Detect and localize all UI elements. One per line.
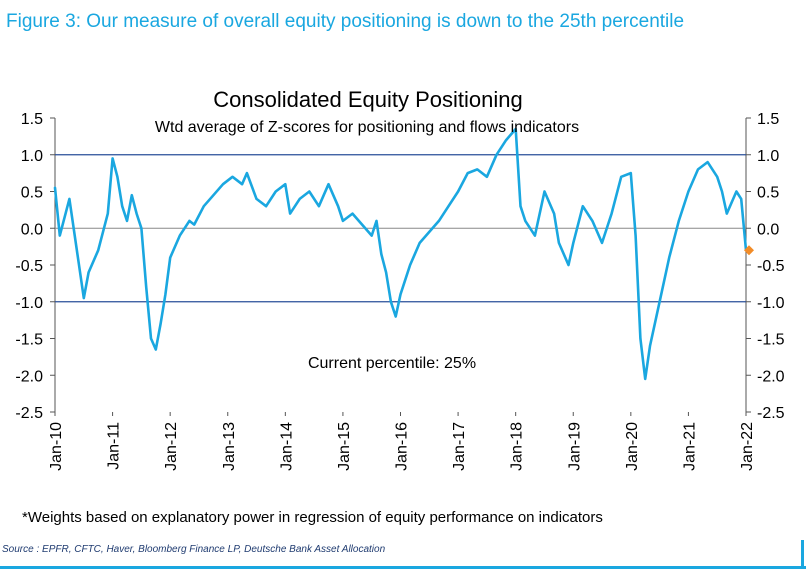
y-tick-label-left: -0.5 <box>15 258 43 275</box>
series-layer <box>53 127 754 381</box>
source-note: Source : EPFR, CFTC, Haver, Bloomberg Fi… <box>2 544 386 555</box>
bottom-divider <box>0 566 806 569</box>
reference-lines <box>55 154 746 303</box>
y-tick-label-left: 0.0 <box>21 221 43 238</box>
y-tick-label-left: -2.5 <box>15 405 43 422</box>
axes-layer <box>50 117 751 416</box>
right-divider <box>801 540 804 568</box>
y-tick-label-right: -2.5 <box>757 405 785 422</box>
x-tick-label: Jan-14 <box>278 422 295 471</box>
x-tick-label: Jan-11 <box>106 422 123 470</box>
footnote: *Weights based on explanatory power in r… <box>22 509 603 526</box>
x-tick-label: Jan-20 <box>624 422 641 471</box>
y-tick-label-right: -0.5 <box>757 258 785 275</box>
x-tick-label: Jan-18 <box>509 422 526 471</box>
y-tick-label-right: -1.5 <box>757 332 785 349</box>
x-tick-label: Jan-22 <box>739 422 756 471</box>
y-tick-label-right: 1.5 <box>757 111 779 128</box>
y-tick-label-left: -2.0 <box>15 368 43 385</box>
x-tick-label: Jan-19 <box>566 422 583 471</box>
y-tick-label-left: 0.5 <box>21 185 43 202</box>
chart-subtitle: Wtd average of Z-scores for positioning … <box>155 119 579 136</box>
current-value-marker <box>744 245 754 256</box>
percentile-annotation: Current percentile: 25% <box>308 355 476 372</box>
x-tick-label: Jan-10 <box>48 422 65 471</box>
x-tick-label: Jan-13 <box>221 422 238 471</box>
y-tick-label-right: 0.0 <box>757 221 779 238</box>
x-tick-label: Jan-12 <box>163 422 180 471</box>
y-tick-label-left: 1.5 <box>21 111 43 128</box>
y-tick-label-right: 0.5 <box>757 185 779 202</box>
equity-positioning-chart: 1.5 1.5 1.0 1.0 0.5 0.5 0.0 0.0 -0.5 -0.5 -1.0 -1.0… <box>15 87 784 471</box>
y-tick-label-right: -1.0 <box>757 295 785 312</box>
x-tick-label: Jan-21 <box>681 422 698 471</box>
y-tick-label-left: 1.0 <box>21 148 43 165</box>
positioning-series-line <box>53 127 748 381</box>
label-layer: 1.5 1.5 1.0 1.0 0.5 0.5 0.0 0.0 -0.5 -0.5 -1.0 -1.0… <box>15 87 784 471</box>
y-tick-label-right: -2.0 <box>757 368 785 385</box>
y-tick-label-left: -1.5 <box>15 332 43 349</box>
x-tick-label: Jan-17 <box>451 422 468 471</box>
x-tick-label: Jan-15 <box>336 422 353 471</box>
figure-title: Figure 3: Our measure of overall equity … <box>6 11 685 32</box>
x-tick-label: Jan-16 <box>394 422 411 471</box>
chart-title: Consolidated Equity Positioning <box>213 87 522 112</box>
y-tick-label-right: 1.0 <box>757 148 779 165</box>
y-tick-label-left: -1.0 <box>15 295 43 312</box>
